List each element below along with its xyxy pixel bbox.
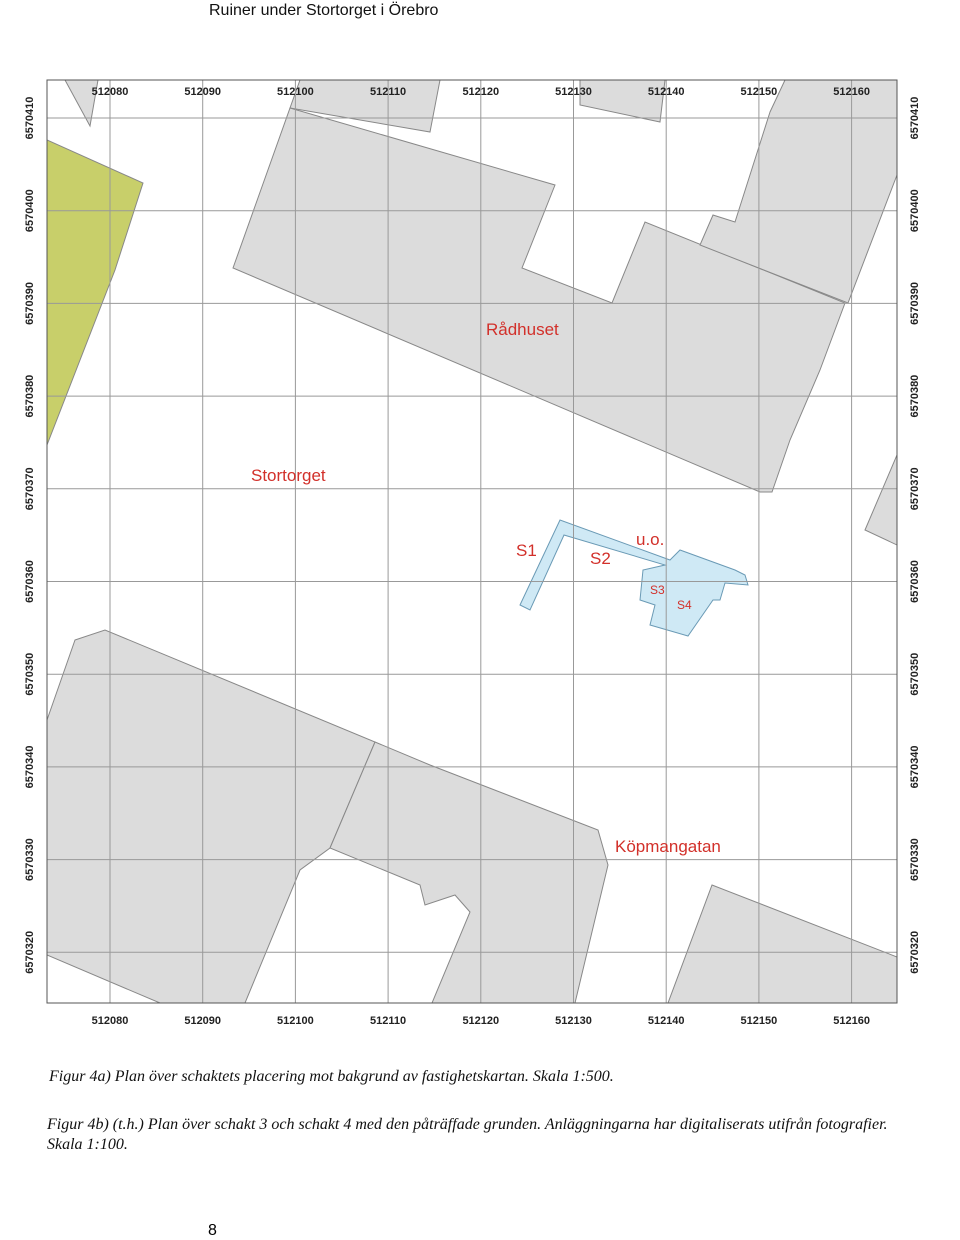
y-coord-label: 6570330 xyxy=(909,838,921,881)
x-coord-label: 512110 xyxy=(370,1015,406,1027)
y-coord-label: 6570390 xyxy=(24,282,36,325)
trench-label: u.o. xyxy=(636,530,664,549)
green-area xyxy=(47,139,144,446)
trench-label: S1 xyxy=(516,541,537,560)
building xyxy=(289,80,441,133)
y-coord-label: 6570390 xyxy=(909,282,921,325)
building xyxy=(329,741,609,1003)
building xyxy=(579,80,666,123)
y-coord-label: 6570400 xyxy=(24,189,36,232)
building xyxy=(667,884,897,1003)
y-coord-label: 6570380 xyxy=(909,375,921,418)
x-coord-label: 512120 xyxy=(462,1015,499,1027)
header-title: Ruiner under Stortorget i Örebro xyxy=(209,2,439,19)
x-coord-label: 512160 xyxy=(833,86,870,98)
y-coord-label: 6570370 xyxy=(909,467,921,510)
y-coord-label: 6570380 xyxy=(24,375,36,418)
place-label: Stortorget xyxy=(251,466,326,485)
x-coord-label: 512130 xyxy=(555,1015,592,1027)
y-coord-label: 6570410 xyxy=(24,97,36,140)
x-coord-label: 512130 xyxy=(555,86,592,98)
y-coord-label: 6570350 xyxy=(909,653,921,696)
x-coord-label: 512110 xyxy=(370,86,406,98)
y-coord-label: 6570340 xyxy=(909,745,921,788)
x-coord-label: 512080 xyxy=(92,86,129,98)
place-label: Köpmangatan xyxy=(615,837,721,856)
x-coord-label: 512080 xyxy=(92,1015,129,1027)
trench-label: S3 xyxy=(650,583,665,597)
y-coord-label: 6570330 xyxy=(24,838,36,881)
building xyxy=(47,629,376,1003)
building xyxy=(64,80,99,128)
map-shapes xyxy=(47,80,897,1003)
x-coord-label: 512140 xyxy=(648,1015,685,1027)
page-number: 8 xyxy=(208,1222,217,1239)
y-coord-label: 6570370 xyxy=(24,467,36,510)
y-coord-label: 6570410 xyxy=(909,97,921,140)
y-coord-label: 6570400 xyxy=(909,189,921,232)
x-coord-label: 512090 xyxy=(184,1015,221,1027)
trench-label: S2 xyxy=(590,549,611,568)
x-coord-label: 512160 xyxy=(833,1015,870,1027)
x-coord-label: 512100 xyxy=(277,1015,314,1027)
x-coord-label: 512140 xyxy=(648,86,685,98)
trench-label: S4 xyxy=(677,598,692,612)
y-coord-label: 6570340 xyxy=(24,745,36,788)
grid xyxy=(47,80,897,1003)
x-coord-label: 512150 xyxy=(741,1015,778,1027)
x-coord-label: 512120 xyxy=(462,86,499,98)
y-coord-label: 6570320 xyxy=(909,931,921,974)
y-coord-label: 6570350 xyxy=(24,653,36,696)
y-coord-label: 6570320 xyxy=(24,931,36,974)
trench xyxy=(519,519,749,637)
building xyxy=(864,454,897,546)
caption: Figur 4b) (t.h.) Plan över schakt 3 och … xyxy=(47,1116,888,1153)
y-coord-label: 6570360 xyxy=(909,560,921,603)
x-coord-label: 512100 xyxy=(277,86,314,98)
map-frame xyxy=(46,79,898,1004)
x-coord-label: 512090 xyxy=(184,86,221,98)
y-coord-label: 6570360 xyxy=(24,560,36,603)
place-label: Rådhuset xyxy=(486,320,559,339)
x-coord-label: 512150 xyxy=(741,86,778,98)
caption: Figur 4a) Plan över schaktets placering … xyxy=(49,1068,614,1085)
